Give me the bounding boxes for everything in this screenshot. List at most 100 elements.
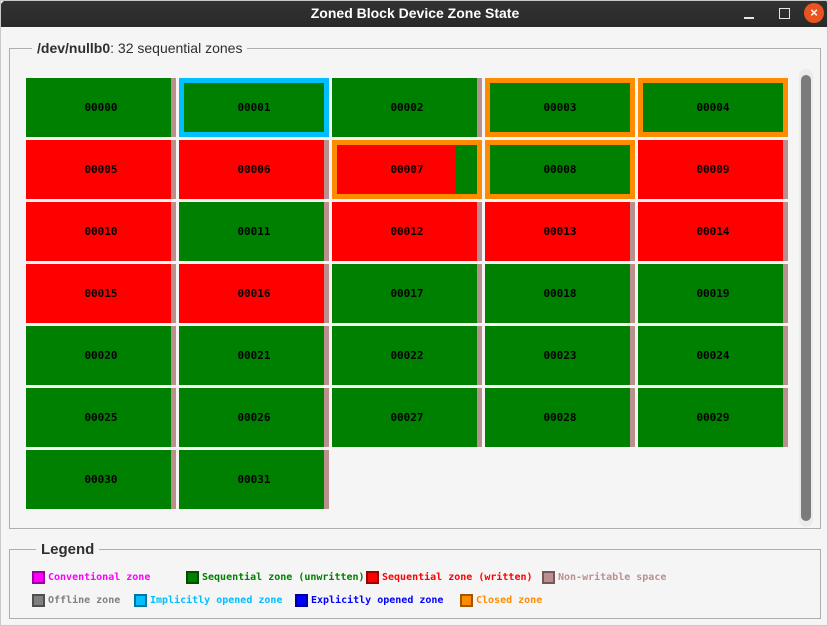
legend-frame-label: Legend	[36, 541, 100, 558]
legend-label: Conventional zone	[48, 572, 151, 583]
zone-label: 00004	[696, 101, 730, 114]
explicitly-opened-swatch-icon	[295, 594, 308, 607]
non-writable-strip	[783, 326, 788, 385]
non-writable-strip	[783, 264, 788, 323]
zone-fill	[179, 388, 324, 447]
legend-item-seq-written: Sequential zone (written)	[366, 571, 533, 584]
zone-cell-00024: 00024	[638, 326, 788, 385]
non-writable-strip	[171, 202, 176, 261]
zone-fill	[490, 83, 630, 132]
non-writable-strip	[477, 202, 482, 261]
zone-fill	[179, 326, 324, 385]
zone-label: 00015	[84, 287, 118, 300]
non-writable-strip	[171, 264, 176, 323]
zone-cell-00012: 00012	[332, 202, 482, 261]
zone-fill	[184, 83, 324, 132]
zone-fill	[26, 450, 171, 509]
zone-fill	[26, 326, 171, 385]
zone-cell-00007: 00007	[332, 140, 482, 199]
legend-label: Sequential zone (written)	[382, 572, 533, 583]
legend-item-implicitly-opened: Implicitly opened zone	[134, 594, 282, 607]
device-frame-label: /dev/nullb0: 32 sequential zones	[32, 40, 248, 57]
zone-fill	[179, 450, 324, 509]
zone-fill	[332, 326, 477, 385]
conventional-swatch-icon	[32, 571, 45, 584]
zone-cell-00026: 00026	[179, 388, 329, 447]
zone-label: 00013	[543, 225, 577, 238]
zone-label: 00025	[84, 411, 118, 424]
zone-fill	[26, 264, 171, 323]
zone-label: 00028	[543, 411, 577, 424]
device-name: /dev/nullb0	[37, 40, 111, 56]
zone-label: 00008	[543, 163, 577, 176]
non-writable-strip	[324, 326, 329, 385]
non-writable-strip	[324, 388, 329, 447]
zone-cell-00003: 00003	[485, 78, 635, 137]
zone-label: 00024	[696, 349, 730, 362]
legend-item-conventional: Conventional zone	[32, 571, 150, 584]
zone-fill	[638, 202, 783, 261]
zone-fill	[26, 388, 171, 447]
zone-fill	[638, 388, 783, 447]
zone-fill	[26, 140, 171, 199]
zone-cell-00002: 00002	[332, 78, 482, 137]
non-writable-swatch-icon	[542, 571, 555, 584]
zone-cell-00006: 00006	[179, 140, 329, 199]
zone-fill	[638, 140, 783, 199]
zone-label: 00019	[696, 287, 730, 300]
zone-fill	[337, 145, 477, 194]
non-writable-strip	[171, 326, 176, 385]
legend-item-closed: Closed zone	[460, 594, 542, 607]
zone-label: 00031	[237, 473, 271, 486]
zone-cell-00010: 00010	[26, 202, 176, 261]
seq-written-swatch-icon	[366, 571, 379, 584]
zone-cell-00031: 00031	[179, 450, 329, 509]
zone-fill	[643, 83, 783, 132]
non-writable-strip	[783, 202, 788, 261]
non-writable-strip	[324, 202, 329, 261]
zone-fill	[26, 202, 171, 261]
zone-label: 00016	[237, 287, 271, 300]
zone-label: 00001	[237, 101, 271, 114]
zone-fill	[179, 202, 324, 261]
zone-cell-00019: 00019	[638, 264, 788, 323]
legend-item-offline: Offline zone	[32, 594, 120, 607]
zone-cell-00027: 00027	[332, 388, 482, 447]
device-frame: /dev/nullb0: 32 sequential zones 00000 00…	[9, 40, 821, 529]
legend-label: Closed zone	[476, 595, 543, 606]
zone-fill	[332, 78, 477, 137]
zone-cell-00015: 00015	[26, 264, 176, 323]
zone-label: 00020	[84, 349, 118, 362]
minimize-icon[interactable]	[744, 17, 754, 19]
zone-label: 00011	[237, 225, 271, 238]
zone-label: 00003	[543, 101, 577, 114]
zone-label: 00009	[696, 163, 730, 176]
zones-grid: 00000 00001 00002 00003 00004 00005 00006 00007…	[26, 78, 788, 509]
zone-cell-00030: 00030	[26, 450, 176, 509]
non-writable-strip	[630, 264, 635, 323]
non-writable-strip	[477, 326, 482, 385]
scrollbar-track[interactable]	[799, 69, 813, 527]
scrollbar-thumb[interactable]	[801, 75, 811, 521]
zone-cell-00029: 00029	[638, 388, 788, 447]
zone-label: 00026	[237, 411, 271, 424]
close-icon[interactable]: ×	[804, 3, 824, 23]
legend-item-seq-unwritten: Sequential zone (unwritten)	[186, 571, 365, 584]
non-writable-strip	[630, 202, 635, 261]
zone-fill	[485, 202, 630, 261]
zone-label: 00014	[696, 225, 730, 238]
zone-label: 00018	[543, 287, 577, 300]
zone-fill	[485, 264, 630, 323]
zone-cell-00028: 00028	[485, 388, 635, 447]
maximize-icon[interactable]	[779, 8, 790, 19]
zone-label: 00022	[390, 349, 424, 362]
zone-fill	[490, 145, 630, 194]
legend-frame: Legend Conventional zone Sequential zone …	[9, 541, 821, 619]
zone-label: 00012	[390, 225, 424, 238]
zone-label: 00027	[390, 411, 424, 424]
non-writable-strip	[324, 450, 329, 509]
zone-cell-00016: 00016	[179, 264, 329, 323]
legend-label: Sequential zone (unwritten)	[202, 572, 365, 583]
zone-cell-00023: 00023	[485, 326, 635, 385]
